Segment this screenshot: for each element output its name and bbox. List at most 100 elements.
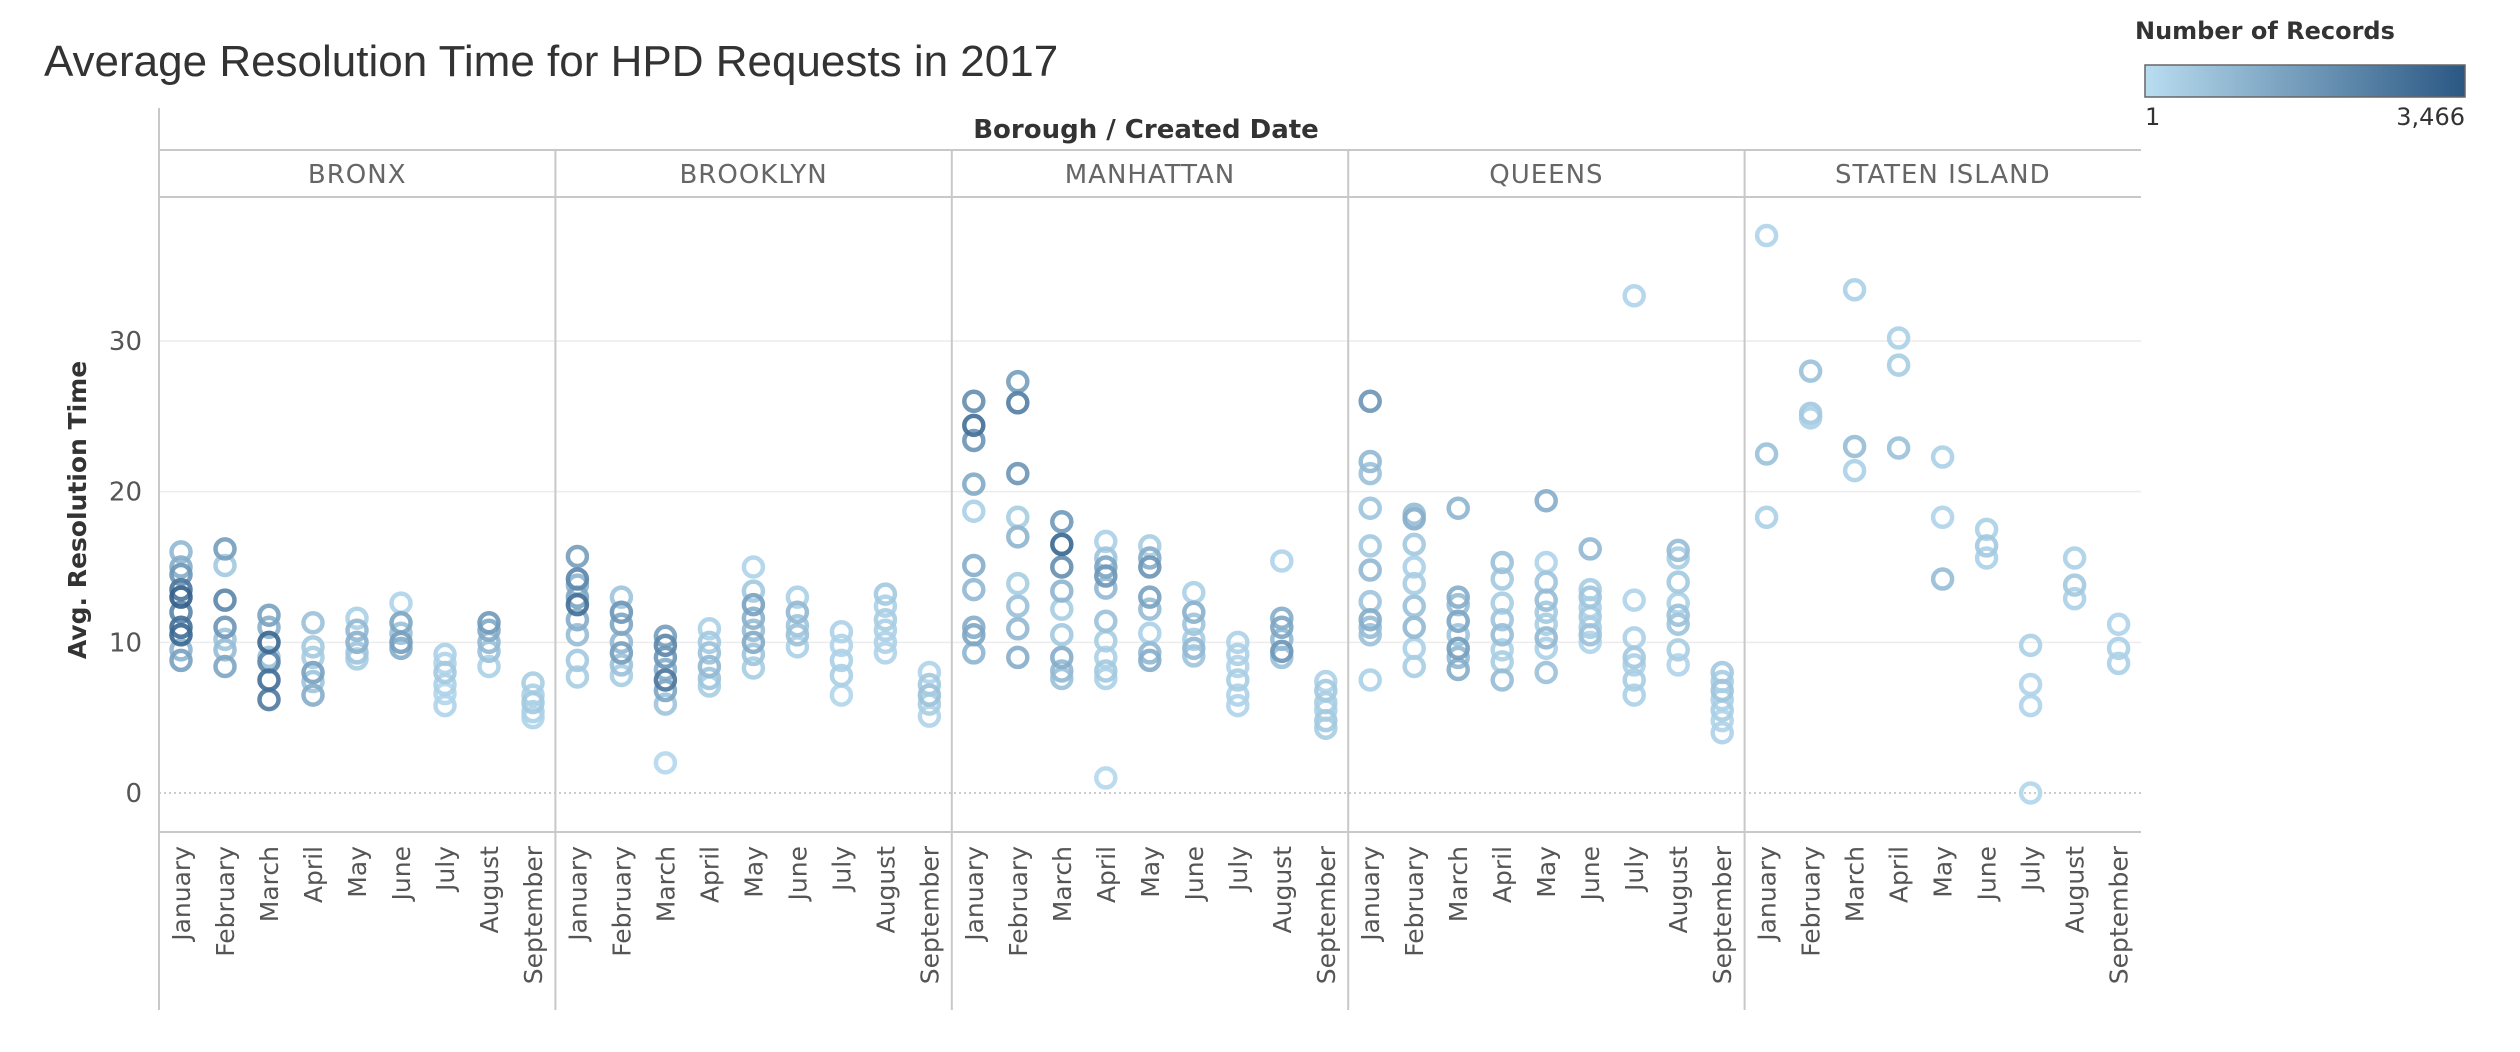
pane-staten-island: STATEN ISLAND January February March April Ma… — [1753, 160, 2134, 984]
data-point — [1622, 668, 1646, 692]
x-tick-label: March — [255, 846, 284, 922]
data-point — [257, 615, 281, 640]
data-point — [1842, 458, 1867, 483]
data-point — [1490, 591, 1514, 615]
data-point — [2018, 781, 2043, 805]
data-point — [521, 683, 545, 707]
data-point — [1050, 579, 1074, 603]
pane-label: STATEN ISLAND — [1835, 160, 2051, 190]
data-point — [1534, 588, 1558, 612]
pane-label: BRONX — [308, 160, 407, 190]
data-point — [433, 672, 457, 697]
data-point — [1226, 693, 1250, 718]
data-point — [1754, 442, 1779, 466]
data-point — [1798, 401, 1823, 426]
data-point — [1666, 603, 1690, 627]
data-point — [1006, 645, 1030, 670]
x-tick-label: June — [1576, 846, 1605, 902]
data-point — [1534, 626, 1558, 650]
data-point — [1446, 496, 1470, 520]
data-point — [609, 653, 634, 677]
data-point — [1974, 534, 1999, 558]
x-tick-label: March — [1444, 846, 1473, 922]
data-point — [785, 614, 810, 638]
data-point — [829, 633, 854, 658]
data-point — [565, 648, 590, 673]
data-point — [477, 610, 501, 635]
data-point — [169, 555, 193, 579]
data-point — [565, 665, 590, 689]
x-tick-label: February — [1797, 846, 1826, 957]
data-point — [1226, 630, 1250, 655]
x-tick-label: January — [1753, 846, 1782, 943]
pane-brooklyn: BROOKLYN January February March April May June… — [563, 160, 944, 984]
x-tick-label: January — [1356, 846, 1385, 943]
data-point — [1666, 612, 1690, 637]
data-point — [1974, 546, 1999, 570]
data-point — [829, 620, 854, 644]
data-point — [1402, 615, 1426, 640]
data-point — [477, 618, 501, 643]
x-tick-label: September — [1312, 845, 1341, 984]
data-point — [345, 641, 369, 665]
data-point — [2018, 693, 2043, 718]
data-point — [653, 645, 678, 670]
x-tick-label: April — [299, 846, 328, 903]
data-point — [1050, 659, 1074, 683]
x-tick-label: February — [211, 846, 240, 957]
data-point — [257, 603, 281, 627]
x-tick-label: June — [1180, 846, 1209, 902]
x-tick-label: May — [343, 846, 372, 898]
data-point — [1050, 645, 1074, 670]
data-point — [1578, 577, 1602, 602]
data-point — [1226, 642, 1250, 667]
data-point — [1622, 645, 1646, 670]
data-point — [1226, 668, 1250, 692]
data-point — [962, 615, 986, 640]
x-tick-label: May — [739, 846, 768, 898]
x-tick-label: August — [871, 846, 900, 934]
data-point — [785, 585, 810, 609]
data-point — [962, 428, 986, 453]
data-point — [1006, 461, 1030, 486]
data-point — [2062, 586, 2087, 611]
data-point — [1094, 666, 1118, 691]
data-point — [1622, 683, 1646, 707]
x-tick-label: June — [1973, 846, 2002, 902]
data-point — [1974, 517, 1999, 542]
data-point — [257, 668, 281, 692]
data-point — [609, 600, 634, 624]
data-point — [301, 635, 325, 659]
data-point — [1710, 678, 1734, 703]
data-point — [345, 630, 369, 655]
data-point — [1050, 532, 1074, 557]
data-point — [1886, 326, 1911, 350]
y-tick-label: 30 — [109, 327, 142, 357]
data-point — [741, 642, 766, 667]
data-point — [389, 621, 413, 646]
data-point — [785, 623, 810, 647]
x-tick-label: May — [1532, 846, 1561, 898]
chart-title: Average Resolution Time for HPD Requests… — [44, 37, 1058, 86]
data-point — [301, 660, 325, 685]
data-point — [2062, 573, 2087, 597]
data-point — [1666, 538, 1690, 563]
data-point — [1578, 623, 1602, 647]
data-point — [1094, 555, 1118, 579]
data-point — [1534, 612, 1558, 637]
data-point — [301, 683, 325, 707]
data-point — [609, 585, 634, 609]
data-point — [1402, 507, 1426, 531]
data-point — [1182, 612, 1206, 637]
data-point — [1534, 660, 1558, 685]
x-tick-label: January — [960, 846, 989, 943]
data-point — [169, 615, 193, 640]
data-point — [301, 645, 325, 670]
x-tick-label: March — [1841, 846, 1870, 922]
data-point — [1094, 766, 1118, 790]
data-point — [565, 592, 590, 617]
pane-manhattan: MANHATTAN January February March April May Jun… — [960, 160, 1341, 984]
data-point — [1666, 653, 1690, 677]
data-point — [917, 660, 942, 685]
data-point — [1138, 648, 1162, 673]
